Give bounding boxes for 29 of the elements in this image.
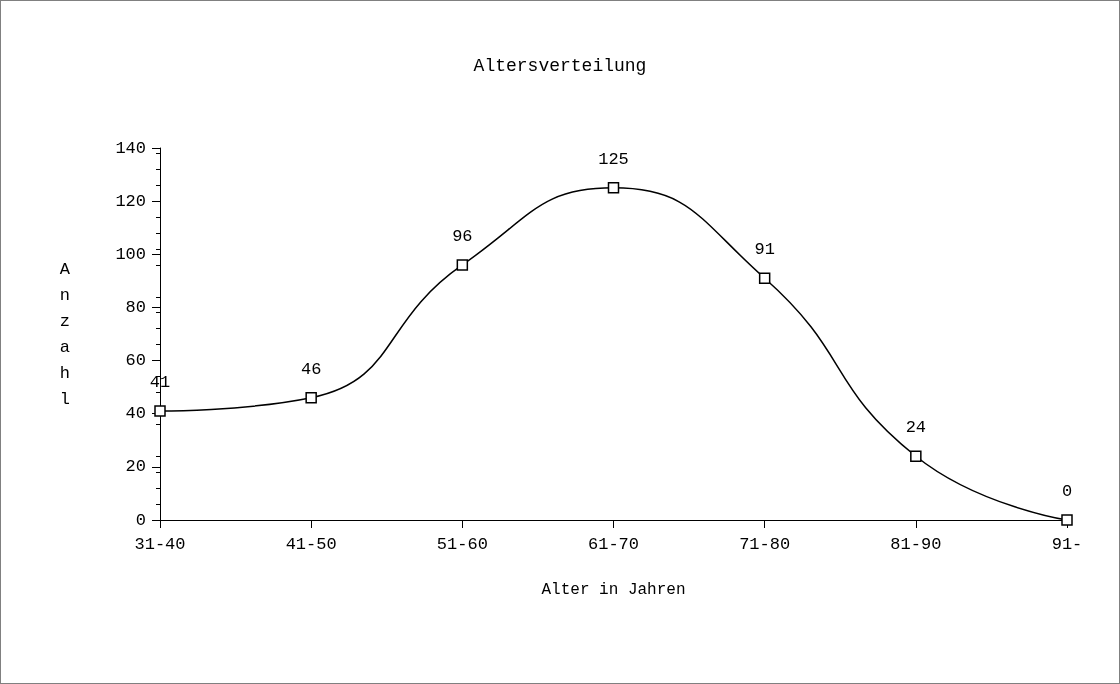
data-label: 96 [452, 227, 473, 247]
y-tick-label: 0 [135, 510, 146, 530]
point [305, 392, 317, 404]
data-label: 91 [754, 240, 775, 260]
point [758, 272, 771, 284]
x-tick-label: 91- [1051, 535, 1083, 554]
point [910, 450, 922, 462]
x-tick-label: 71-80 [739, 535, 791, 554]
x-axis-title: Alter in Jahren [541, 581, 686, 599]
data-label: 24 [905, 418, 927, 438]
x-tick-label: 41-50 [285, 535, 337, 554]
point [456, 259, 469, 271]
y-tick-label: 20 [125, 457, 146, 477]
y-tick-label: 40 [125, 404, 146, 424]
x-tick-label: 31-40 [134, 535, 186, 554]
y-tick-label: 120 [115, 191, 146, 211]
x-tick-label: 81-90 [890, 535, 942, 554]
y-tick-label: 100 [115, 244, 146, 264]
y-tick-label: 80 [125, 297, 146, 317]
data-label: 0 [1061, 482, 1073, 502]
data-label: 46 [300, 360, 322, 380]
x-tick-label: 51-60 [436, 535, 488, 554]
chart-title: Altersverteilung [473, 56, 647, 76]
y-tick-label: 140 [115, 138, 146, 158]
y-axis-title: Anzahl [59, 259, 71, 409]
data-label: 125 [598, 150, 629, 170]
y-tick-label: 60 [125, 351, 146, 371]
point [607, 182, 620, 194]
x-tick-label: 61-70 [587, 535, 640, 554]
